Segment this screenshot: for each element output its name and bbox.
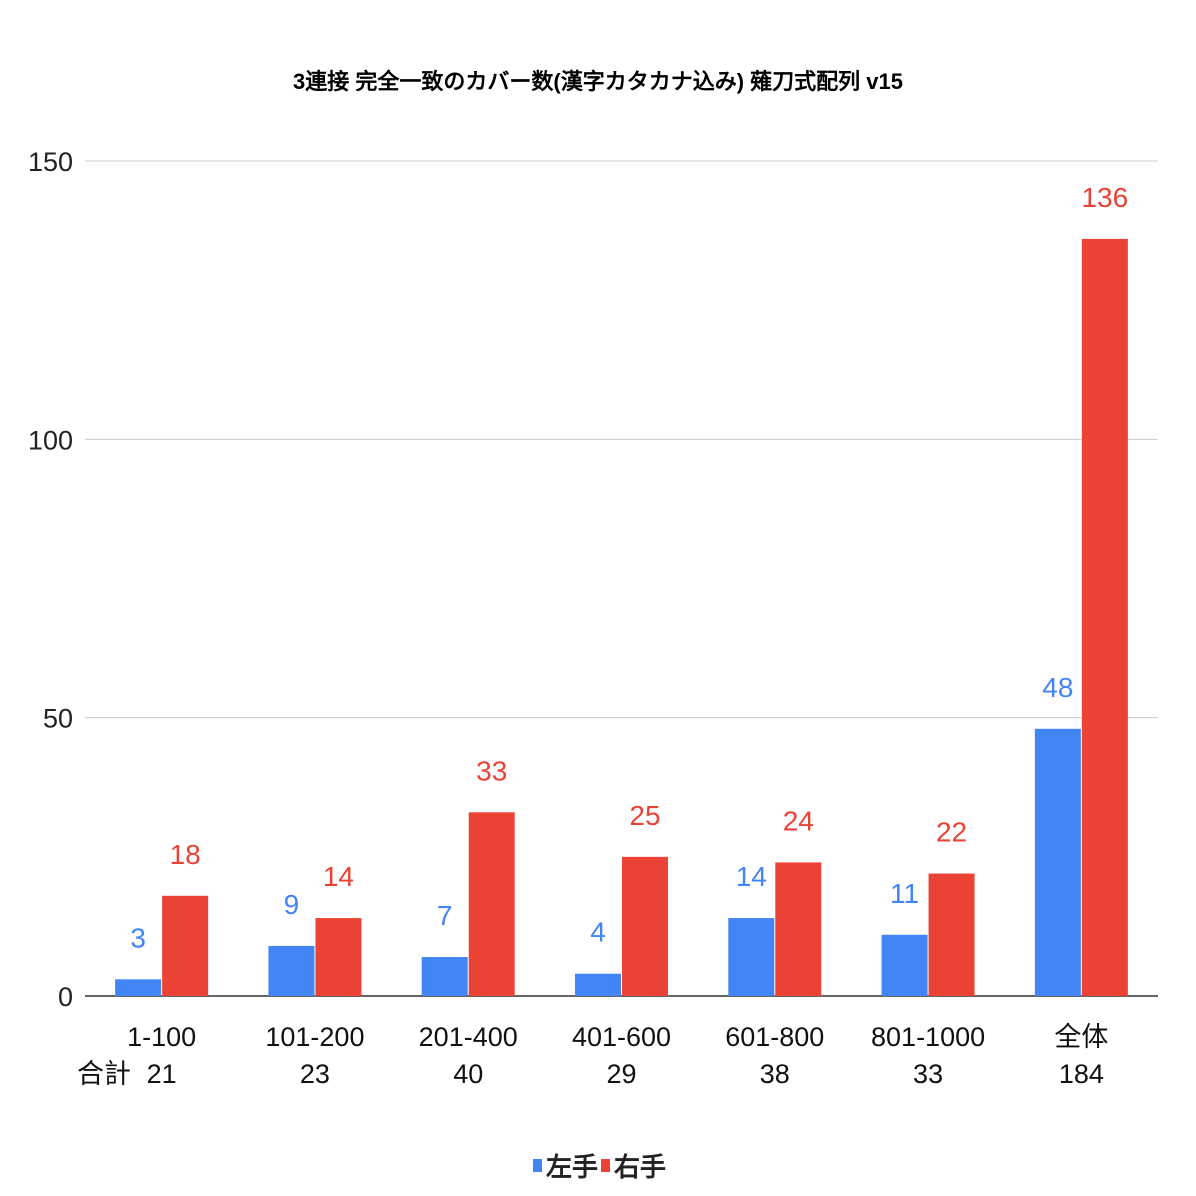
bar-left [421,957,468,996]
x-tick-label: 201-400 [419,1022,518,1052]
data-label: 9 [284,889,300,920]
x-tick-label: 601-800 [725,1022,824,1052]
data-label: 22 [936,817,967,848]
data-label: 14 [736,861,767,892]
data-label: 25 [629,800,660,831]
x-tick-label: 401-600 [572,1022,671,1052]
bar-right [775,862,822,996]
y-axis-ticks: 0 50 100 150 [28,147,73,1012]
total-value: 40 [453,1059,483,1089]
bar-right [622,856,668,996]
data-label: 33 [476,755,507,786]
legend-label: 右手 [614,1152,666,1182]
y-tick-label: 150 [28,147,73,177]
data-label: 24 [783,805,814,836]
bar-left [268,945,315,996]
bar-right [928,873,975,996]
data-label: 4 [590,917,606,948]
total-value: 29 [606,1059,636,1089]
x-tick-label: 801-1000 [871,1022,985,1052]
data-label: 136 [1081,182,1128,213]
legend-label: 左手 [546,1152,598,1182]
bar-left [115,979,162,996]
gridlines [85,160,1158,997]
bar-right [162,895,209,996]
bar-right [468,812,515,996]
data-label: 18 [170,839,201,870]
chart-title: 3連接 完全一致のカバー数(漢字カタカナ込み) 薙刀式配列 v15 [293,69,903,94]
y-tick-label: 50 [43,704,73,734]
y-tick-label: 0 [58,982,73,1012]
bar-left [1034,728,1081,996]
x-tick-label: 101-200 [265,1022,364,1052]
data-label: 3 [130,922,146,953]
data-label: 7 [437,900,453,931]
data-label: 48 [1042,672,1073,703]
bar-left [881,934,928,996]
bar-left [575,973,621,996]
data-label: 11 [890,878,919,909]
x-tick-label: 1-100 [127,1022,196,1052]
total-value: 23 [300,1059,330,1089]
totals-row: 21 23 40 29 38 33 184 [147,1059,1104,1089]
total-value: 33 [913,1059,943,1089]
legend: 左手 右手 [533,1152,666,1182]
bar-left [728,918,775,996]
legend-swatch [533,1159,542,1172]
y-tick-label: 100 [28,425,73,455]
bars [115,238,1128,996]
total-value: 38 [760,1059,790,1089]
bar-right [315,918,362,996]
totals-row-label: 合計 [77,1059,131,1089]
legend-swatch [601,1159,610,1172]
bar-right [1081,238,1128,996]
x-axis-categories: 1-100 101-200 201-400 401-600 601-800 801-100… [127,1022,1108,1052]
data-labels: 3 18 9 14 7 33 4 25 14 24 11 22 48 136 [130,182,1128,953]
total-value: 21 [147,1059,177,1089]
data-label: 14 [323,861,354,892]
x-tick-label: 全体 [1054,1022,1108,1052]
total-value: 184 [1059,1059,1104,1089]
